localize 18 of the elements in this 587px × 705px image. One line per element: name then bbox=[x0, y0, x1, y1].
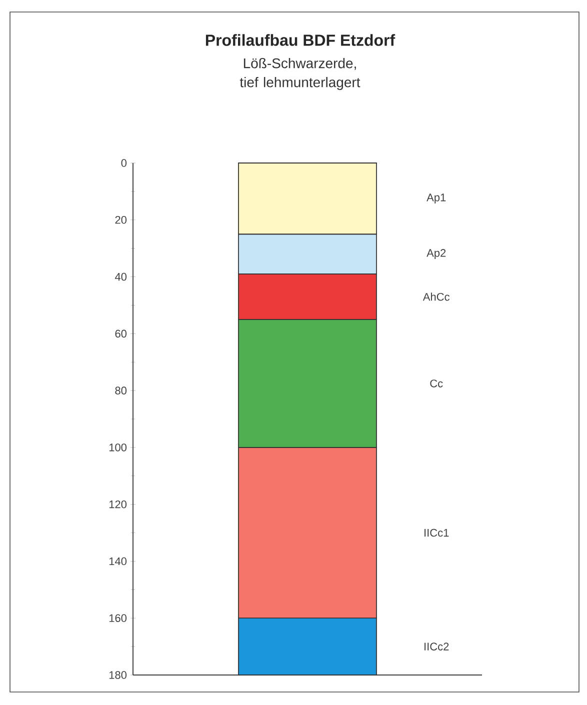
y-tick-label: 180 bbox=[109, 671, 127, 679]
text: IICc2 bbox=[424, 642, 449, 650]
y-tick-label: 40 bbox=[114, 272, 127, 281]
y-tick-label: 80 bbox=[115, 386, 127, 394]
text: IICc1 bbox=[424, 528, 449, 537]
y-tick-label: 100 bbox=[109, 444, 127, 452]
text: Cc bbox=[430, 380, 443, 388]
text: Ap2 bbox=[426, 249, 446, 259]
y-tick-label: 160 bbox=[109, 614, 127, 622]
y-tick-label: 120 bbox=[109, 500, 127, 508]
chart-title: Profilaufbau BDF Etzdorf bbox=[206, 34, 396, 46]
y-tick-label: 0 bbox=[121, 159, 127, 167]
text: Ap1 bbox=[426, 194, 446, 204]
y-tick-label: 140 bbox=[109, 557, 127, 566]
y-tick-label: 20 bbox=[115, 216, 127, 224]
text: AhCc bbox=[422, 292, 450, 301]
chart-subtitle: Löß-Schwarzerde, tief lehmunterlagert bbox=[240, 58, 360, 90]
y-tick-label: 60 bbox=[115, 330, 127, 338]
